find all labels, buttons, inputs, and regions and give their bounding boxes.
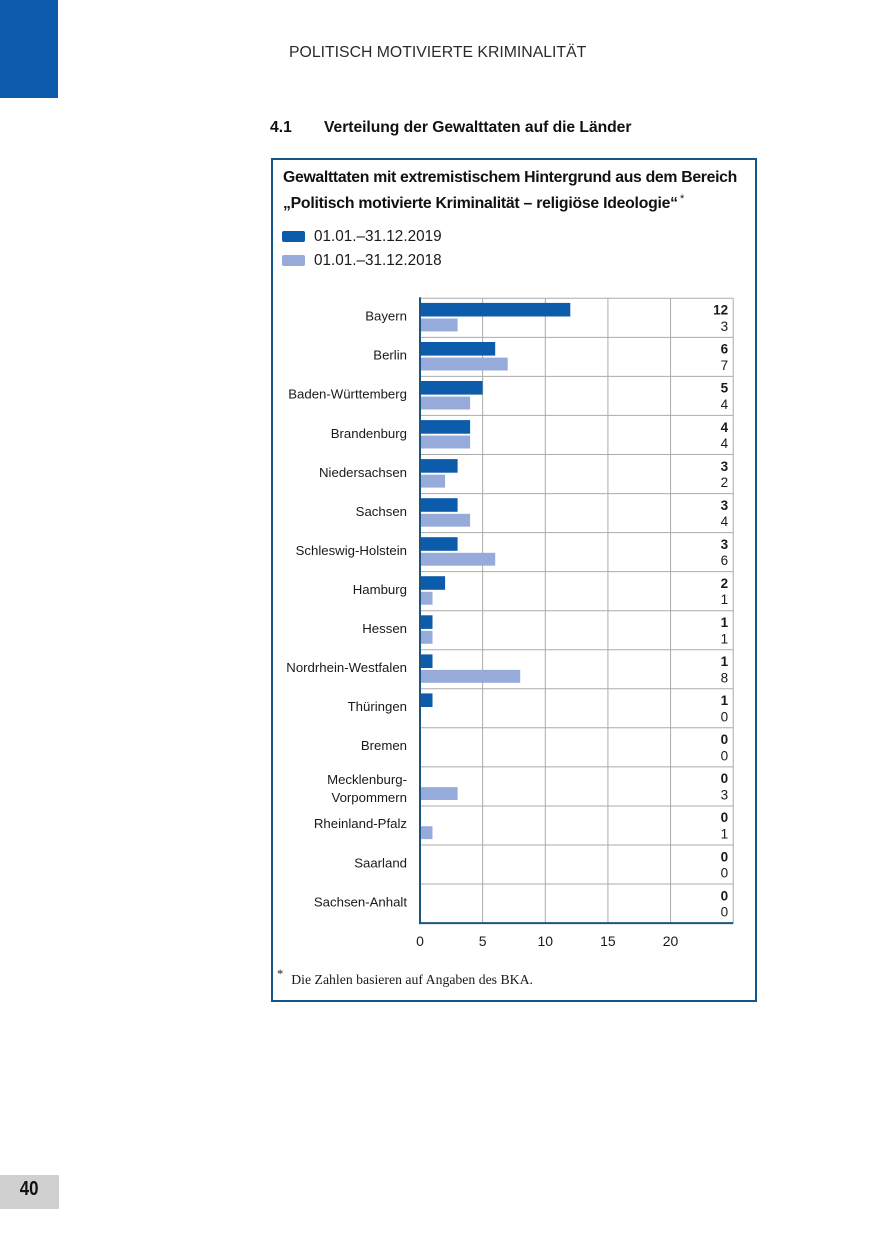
svg-text:4: 4	[721, 420, 729, 435]
svg-text:Nordrhein-Westfalen: Nordrhein-Westfalen	[286, 660, 407, 675]
svg-text:Bayern: Bayern	[365, 309, 407, 324]
svg-text:5: 5	[721, 381, 729, 396]
svg-text:Hamburg: Hamburg	[353, 582, 407, 597]
svg-text:1: 1	[721, 615, 729, 630]
svg-text:Thüringen: Thüringen	[348, 699, 407, 714]
svg-text:12: 12	[713, 303, 728, 318]
svg-text:4: 4	[721, 397, 729, 412]
svg-text:3: 3	[721, 788, 729, 803]
svg-text:20: 20	[663, 933, 679, 949]
svg-text:Bremen: Bremen	[361, 738, 407, 753]
svg-text:0: 0	[721, 866, 729, 881]
svg-text:0: 0	[721, 810, 729, 825]
svg-text:Sachsen: Sachsen	[356, 504, 407, 519]
svg-text:6: 6	[721, 553, 729, 568]
svg-text:Baden-Württemberg: Baden-Württemberg	[288, 387, 407, 402]
svg-text:Brandenburg: Brandenburg	[331, 426, 407, 441]
svg-text:Saarland: Saarland	[354, 855, 407, 870]
svg-text:4: 4	[721, 514, 729, 529]
svg-text:5: 5	[479, 933, 487, 949]
svg-text:8: 8	[721, 670, 729, 685]
svg-text:6: 6	[721, 342, 729, 357]
svg-text:Schleswig-Holstein: Schleswig-Holstein	[296, 543, 407, 558]
svg-text:0: 0	[721, 748, 729, 763]
svg-text:2: 2	[721, 576, 729, 591]
svg-text:Sachsen-Anhalt: Sachsen-Anhalt	[314, 894, 407, 909]
svg-text:15: 15	[600, 933, 616, 949]
svg-text:3: 3	[721, 459, 729, 474]
svg-text:3: 3	[721, 537, 729, 552]
svg-text:1: 1	[721, 592, 729, 607]
svg-text:1: 1	[721, 654, 729, 669]
svg-text:Mecklenburg-: Mecklenburg-	[327, 772, 407, 787]
svg-text:3: 3	[721, 498, 729, 513]
svg-text:Hessen: Hessen	[362, 621, 407, 636]
svg-text:0: 0	[721, 888, 729, 903]
svg-text:10: 10	[537, 933, 553, 949]
svg-text:Vorpommern: Vorpommern	[332, 790, 408, 805]
svg-text:0: 0	[721, 905, 729, 920]
svg-text:0: 0	[721, 709, 729, 724]
svg-text:1: 1	[721, 827, 729, 842]
svg-text:Berlin: Berlin	[373, 348, 407, 363]
svg-text:0: 0	[721, 732, 729, 747]
svg-text:2: 2	[721, 475, 729, 490]
svg-text:Rheinland-Pfalz: Rheinland-Pfalz	[314, 816, 407, 831]
svg-text:4: 4	[721, 436, 729, 451]
svg-text:Niedersachsen: Niedersachsen	[319, 465, 407, 480]
svg-text:0: 0	[416, 933, 424, 949]
svg-text:1: 1	[721, 693, 729, 708]
svg-text:0: 0	[721, 771, 729, 786]
svg-text:0: 0	[721, 849, 729, 864]
svg-text:1: 1	[721, 631, 729, 646]
svg-text:3: 3	[721, 319, 729, 334]
svg-text:7: 7	[721, 358, 729, 373]
